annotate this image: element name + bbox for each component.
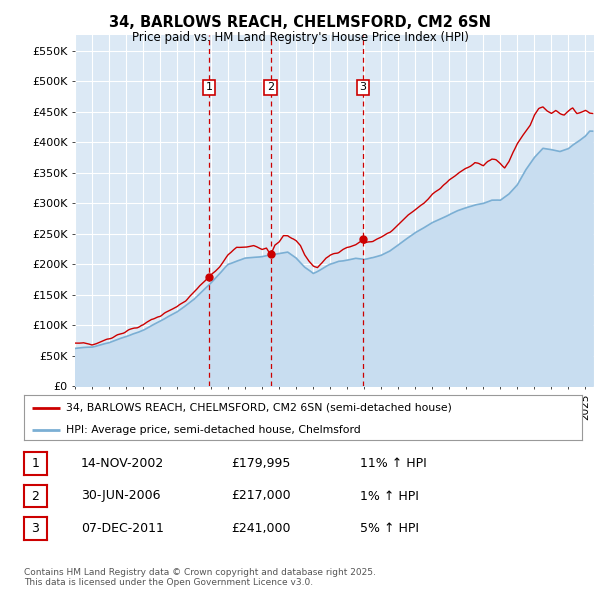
Text: £217,000: £217,000 bbox=[231, 490, 290, 503]
Text: 34, BARLOWS REACH, CHELMSFORD, CM2 6SN: 34, BARLOWS REACH, CHELMSFORD, CM2 6SN bbox=[109, 15, 491, 30]
Text: 34, BARLOWS REACH, CHELMSFORD, CM2 6SN (semi-detached house): 34, BARLOWS REACH, CHELMSFORD, CM2 6SN (… bbox=[66, 403, 452, 412]
Text: £241,000: £241,000 bbox=[231, 522, 290, 535]
Text: 11% ↑ HPI: 11% ↑ HPI bbox=[360, 457, 427, 470]
Text: 1: 1 bbox=[205, 82, 212, 92]
Text: 1% ↑ HPI: 1% ↑ HPI bbox=[360, 490, 419, 503]
Text: 1: 1 bbox=[31, 457, 40, 470]
Text: £179,995: £179,995 bbox=[231, 457, 290, 470]
Text: HPI: Average price, semi-detached house, Chelmsford: HPI: Average price, semi-detached house,… bbox=[66, 425, 361, 435]
Text: 30-JUN-2006: 30-JUN-2006 bbox=[81, 490, 161, 503]
Text: Price paid vs. HM Land Registry's House Price Index (HPI): Price paid vs. HM Land Registry's House … bbox=[131, 31, 469, 44]
Text: 5% ↑ HPI: 5% ↑ HPI bbox=[360, 522, 419, 535]
Text: 3: 3 bbox=[31, 522, 40, 535]
Text: 2: 2 bbox=[31, 490, 40, 503]
Text: 3: 3 bbox=[359, 82, 367, 92]
Text: 07-DEC-2011: 07-DEC-2011 bbox=[81, 522, 164, 535]
Text: Contains HM Land Registry data © Crown copyright and database right 2025.
This d: Contains HM Land Registry data © Crown c… bbox=[24, 568, 376, 587]
Text: 2: 2 bbox=[267, 82, 274, 92]
Text: 14-NOV-2002: 14-NOV-2002 bbox=[81, 457, 164, 470]
